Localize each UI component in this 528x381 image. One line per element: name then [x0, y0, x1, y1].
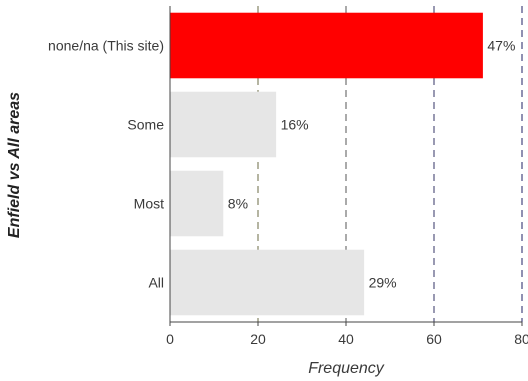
x-axis-title: Frequency: [308, 360, 384, 377]
bar: [170, 91, 277, 158]
labels: none/na (This site) 47% Some 16% Most 8% All 29…: [48, 38, 528, 348]
y-axis-title: Enfield vs All areas: [6, 91, 23, 239]
category-label: Most: [134, 196, 164, 212]
x-tick-label: 80: [514, 331, 528, 347]
category-label: Some: [127, 117, 164, 133]
bar: [170, 249, 365, 316]
data-label: 47%: [487, 38, 515, 54]
bar: [170, 170, 224, 237]
axes: [169, 6, 523, 326]
data-label: 29%: [369, 275, 397, 291]
x-tick-label: 40: [338, 331, 354, 347]
category-label: All: [148, 275, 164, 291]
x-tick-label: 20: [250, 331, 266, 347]
category-label: none/na (This site): [48, 38, 164, 54]
bar: [170, 12, 483, 79]
data-label: 16%: [281, 117, 309, 133]
data-label: 8%: [228, 196, 248, 212]
y-axis-title-wrap: Enfield vs All areas: [0, 0, 30, 330]
x-tick-label: 0: [166, 331, 174, 347]
x-tick-label: 60: [426, 331, 442, 347]
bars: [170, 12, 483, 316]
